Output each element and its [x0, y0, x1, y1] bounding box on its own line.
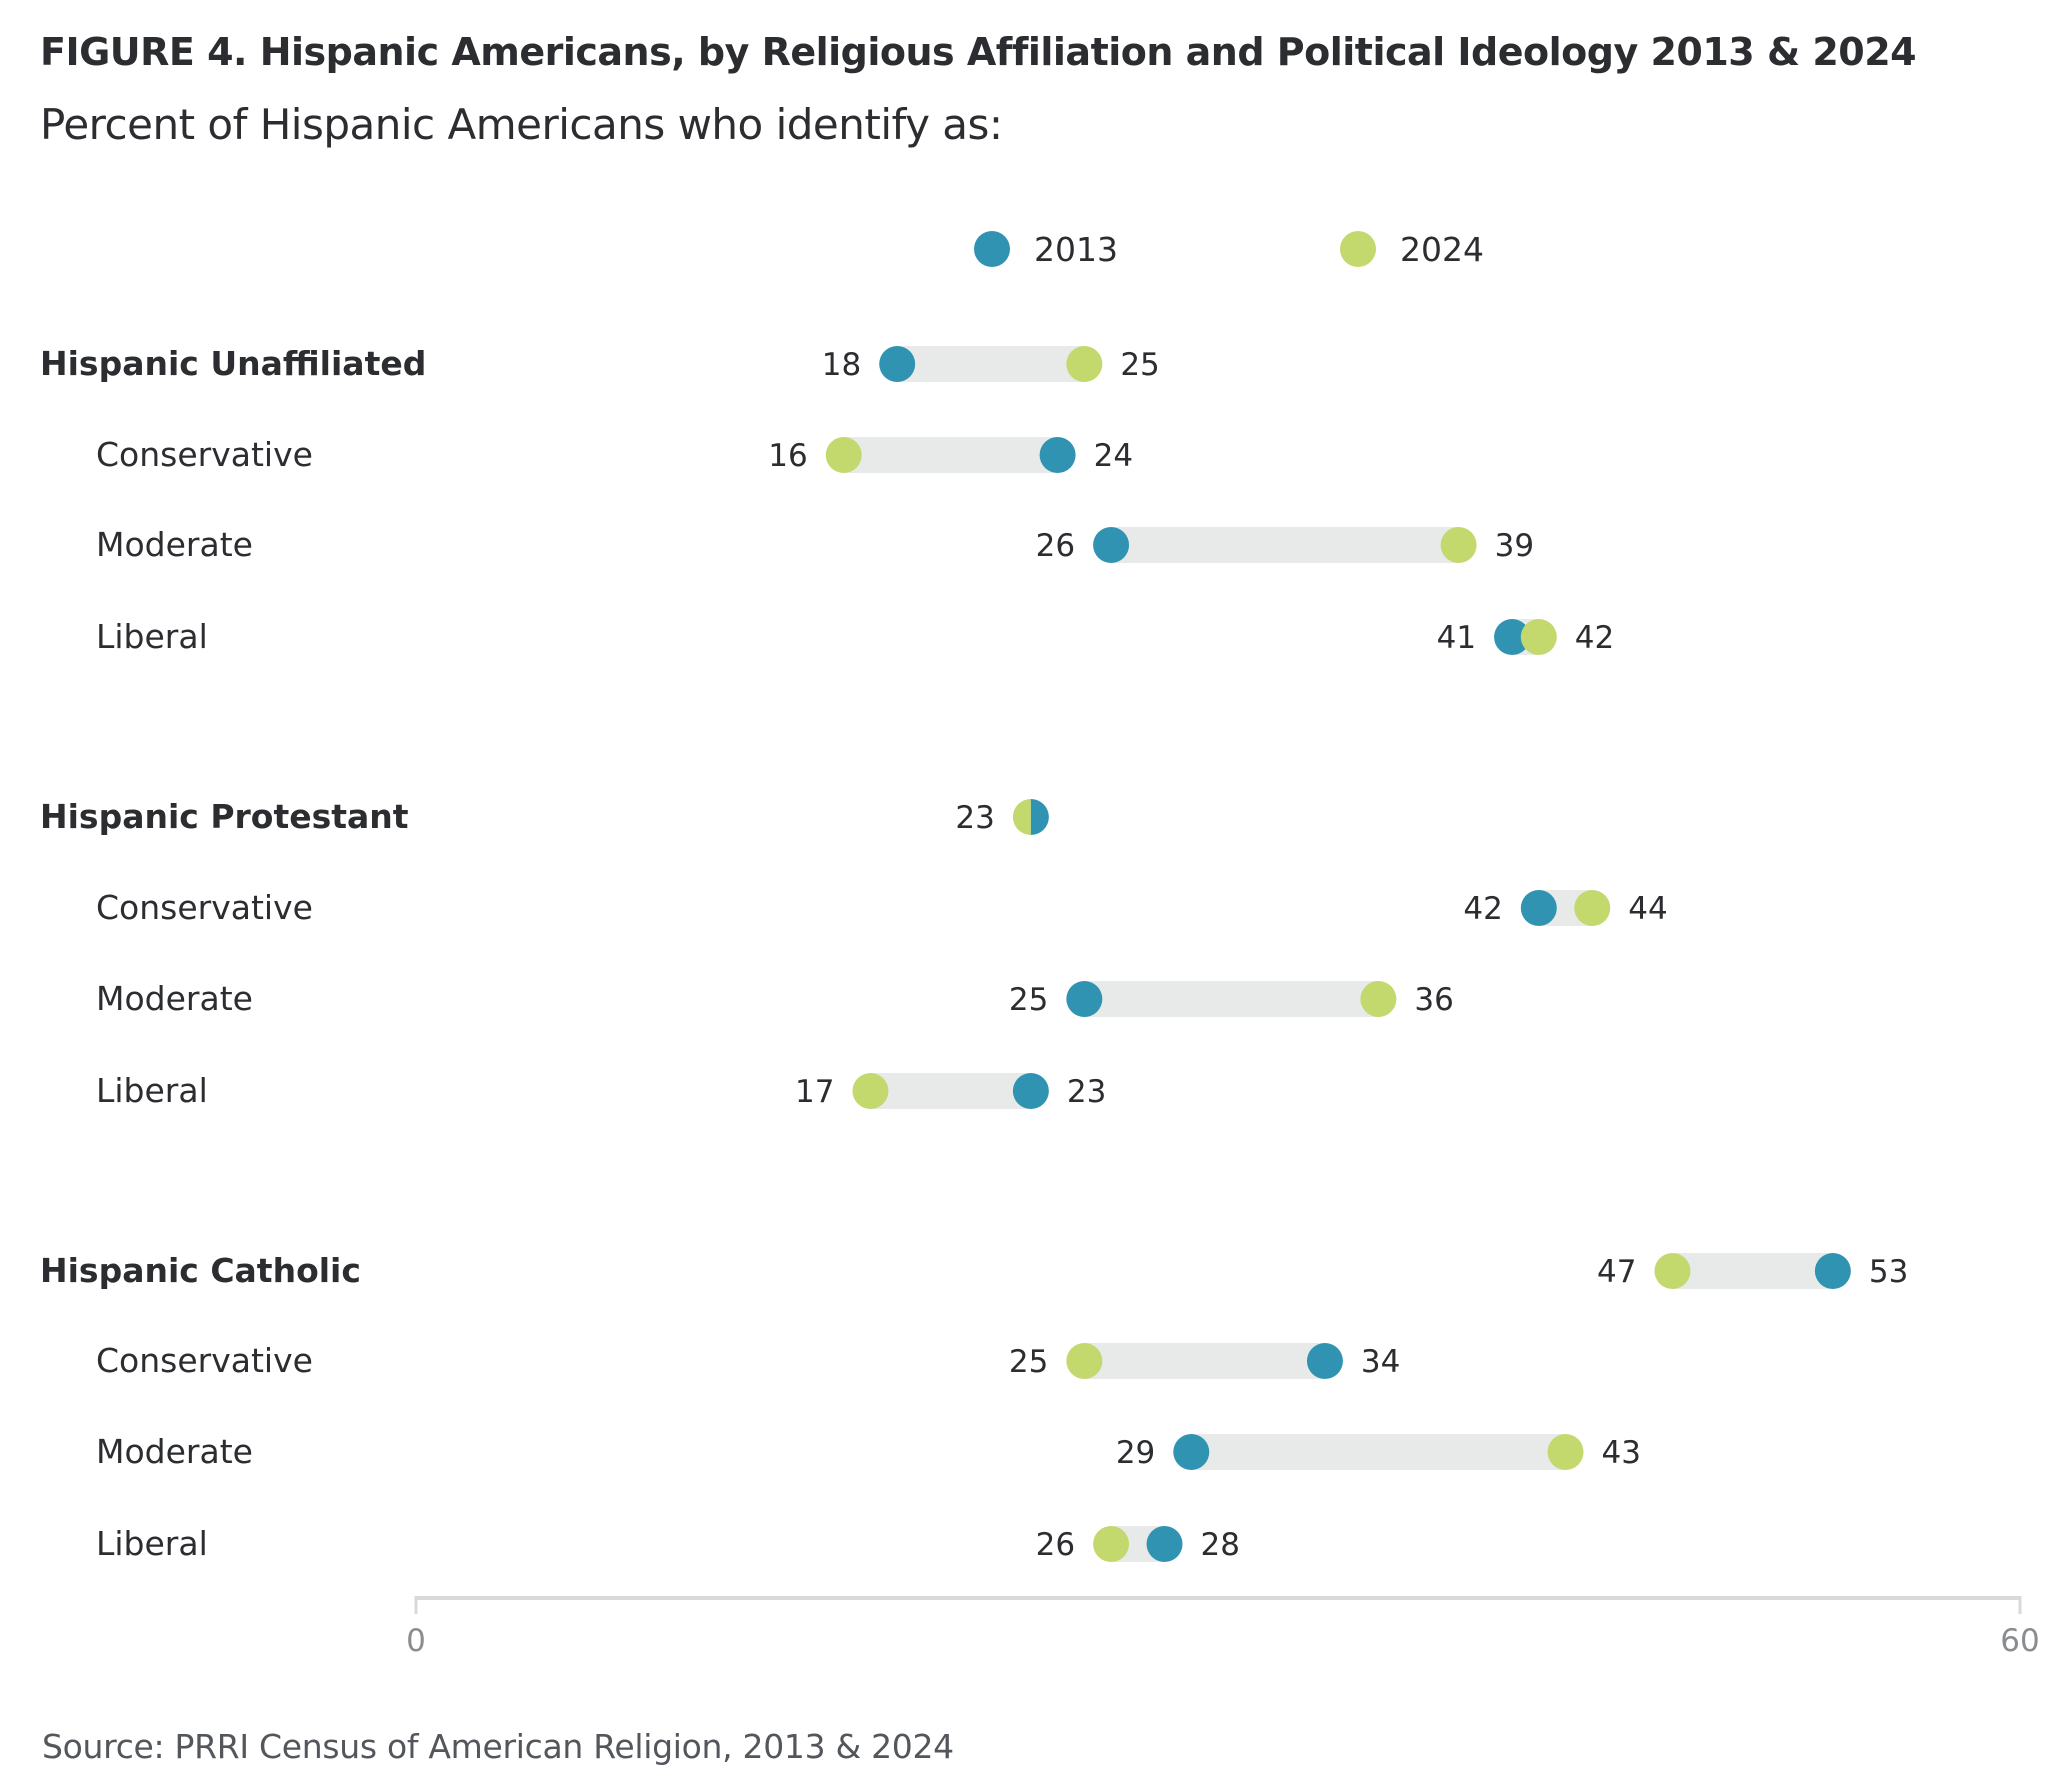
dot-2013 [1012, 1073, 1049, 1109]
value-label-2013: 29 [1116, 1435, 1155, 1471]
value-label-2013: 53 [1869, 1254, 1908, 1290]
value-label-2013: 34 [1361, 1344, 1400, 1380]
source-note: Source: PRRI Census of American Religion… [42, 1727, 954, 1766]
dot-2013 [1173, 1434, 1210, 1470]
x-tick-label-0: 0 [406, 1623, 426, 1659]
plot-rows: Hispanic Unaffiliated 18 25 Conservative 16 2… [40, 344, 1908, 1563]
row-subgroup: Conservative 42 44 [96, 888, 1668, 927]
legend-marker-2013 [974, 231, 1010, 267]
dot-2013 [879, 346, 916, 382]
dot-2024 [1066, 346, 1103, 382]
dot-2024 [1520, 619, 1557, 655]
value-label-2024: 44 [1628, 891, 1667, 927]
dot-2013 [1066, 981, 1103, 1017]
connector-bar [1084, 981, 1379, 1017]
value-label-2024: 25 [1009, 1344, 1048, 1380]
value-label-2024: 43 [1602, 1435, 1641, 1471]
dot-2013 [1494, 619, 1531, 655]
legend: 2013 2024 [974, 230, 1484, 269]
value-label-2024: 25 [1120, 347, 1159, 383]
dot-2013 [1039, 437, 1076, 473]
row-subgroup: Moderate 26 39 [96, 525, 1534, 564]
row-subgroup: Liberal 26 28 [96, 1524, 1240, 1563]
row-label: Conservative [96, 435, 313, 474]
x-tick-label-60: 60 [2000, 1623, 2039, 1659]
value-label-2013: 28 [1201, 1527, 1240, 1563]
value-label-2013: 18 [822, 347, 861, 383]
dot-2013 [1306, 1343, 1343, 1379]
connector-bar [1191, 1434, 1566, 1470]
dot-2024 [1012, 799, 1031, 835]
value-label-2024: 26 [1036, 1527, 1075, 1563]
chart-subtitle: Percent of Hispanic Americans who identi… [40, 100, 1003, 149]
dot-2024 [1093, 1526, 1130, 1562]
dot-2013 [1146, 1526, 1183, 1562]
dot-2024 [1066, 1343, 1103, 1379]
dot-2013 [1520, 890, 1557, 926]
row-label: Liberal [96, 617, 208, 656]
connector-bar [1672, 1253, 1833, 1289]
row-group: Hispanic Protestant 23 [40, 797, 1049, 836]
legend-label-2024: 2024 [1400, 230, 1484, 269]
dot-2024 [1574, 890, 1611, 926]
row-label: Moderate [96, 525, 253, 564]
dot-2024 [852, 1073, 889, 1109]
value-label-2024: 47 [1597, 1254, 1636, 1290]
dot-2024 [1360, 981, 1397, 1017]
connector-bar [897, 346, 1085, 382]
row-label: Hispanic Catholic [40, 1251, 361, 1290]
value-label: 23 [955, 800, 994, 836]
dot-2024 [1654, 1253, 1691, 1289]
x-axis: 0 60 [406, 1596, 2040, 1659]
value-label-2013: 24 [1094, 438, 1133, 474]
row-subgroup: Liberal 17 23 [96, 1071, 1106, 1110]
value-label-2024: 36 [1414, 982, 1453, 1018]
connector-bar [1084, 1343, 1325, 1379]
row-subgroup: Moderate 25 36 [96, 979, 1454, 1018]
value-label-2024: 39 [1495, 528, 1534, 564]
connector-bar [1111, 527, 1459, 563]
dot-2013 [1030, 799, 1049, 835]
value-label-2024: 16 [768, 438, 807, 474]
chart-title: FIGURE 4. Hispanic Americans, by Religio… [40, 30, 1917, 74]
connector-bar [843, 437, 1058, 473]
dot-2024 [1547, 1434, 1584, 1470]
value-label-2013: 42 [1463, 891, 1502, 927]
row-label: Liberal [96, 1071, 208, 1110]
row-label: Conservative [96, 1341, 313, 1380]
row-subgroup: Conservative 16 24 [96, 435, 1133, 474]
row-group: Hispanic Unaffiliated 18 25 [40, 344, 1160, 383]
legend-label-2013: 2013 [1034, 230, 1118, 269]
value-label-2013: 25 [1009, 982, 1048, 1018]
legend-marker-2024 [1340, 231, 1376, 267]
row-label: Moderate [96, 979, 253, 1018]
connector-bar [870, 1073, 1031, 1109]
value-label-2024: 17 [795, 1074, 834, 1110]
row-label: Moderate [96, 1432, 253, 1471]
row-label: Liberal [96, 1524, 208, 1563]
value-label-2024: 42 [1575, 620, 1614, 656]
dot-2013 [1814, 1253, 1851, 1289]
row-subgroup: Moderate 29 43 [96, 1432, 1641, 1471]
dot-2024 [825, 437, 862, 473]
row-label: Hispanic Unaffiliated [40, 344, 426, 383]
row-label: Hispanic Protestant [40, 797, 409, 836]
dot-2013 [1093, 527, 1130, 563]
row-subgroup: Liberal 41 42 [96, 617, 1614, 656]
dot-2024 [1440, 527, 1477, 563]
value-label-2013: 26 [1036, 528, 1075, 564]
row-subgroup: Conservative 25 34 [96, 1341, 1400, 1380]
value-label-2013: 41 [1437, 620, 1476, 656]
row-group: Hispanic Catholic 47 53 [40, 1251, 1908, 1290]
row-label: Conservative [96, 888, 313, 927]
value-label-2013: 23 [1067, 1074, 1106, 1110]
